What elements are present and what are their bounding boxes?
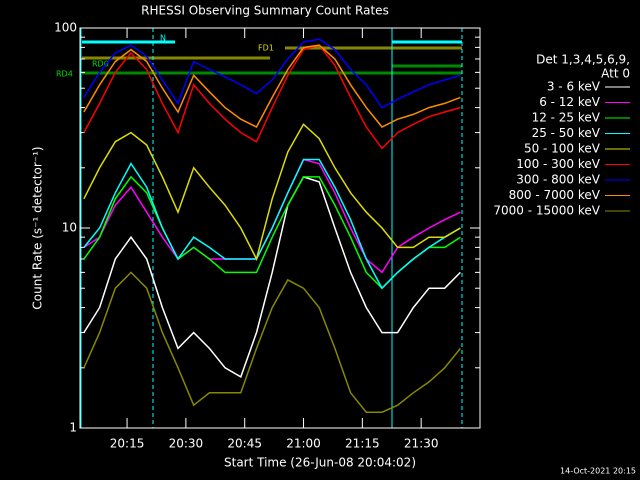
- legend-label: 50 - 100 keV: [524, 142, 601, 156]
- y-tick-label: 1: [69, 421, 77, 435]
- legend-label: 6 - 12 keV: [539, 95, 601, 109]
- series-line: [83, 158, 461, 290]
- y-axis-label: Count Rate (s⁻¹ detector⁻¹): [31, 146, 45, 309]
- legend-label: 12 - 25 keV: [532, 111, 601, 125]
- series-line: [83, 38, 461, 109]
- chart-title: RHESSI Observing Summary Count Rates: [141, 4, 389, 18]
- flag-bars: [80, 28, 463, 428]
- x-tick-label: 21:00: [286, 437, 321, 451]
- flag-label: FD1: [258, 44, 274, 53]
- x-tick-label: 20:45: [227, 437, 262, 451]
- legend-label: 25 - 50 keV: [532, 126, 601, 140]
- flag-label: RD4: [56, 70, 73, 79]
- y-tick-label: 100: [54, 21, 77, 35]
- x-tick-label: 20:30: [169, 437, 204, 451]
- x-tick-label: 20:15: [110, 437, 145, 451]
- series-line: [83, 175, 461, 379]
- timestamp: 14-Oct-2021 20:15: [560, 467, 636, 476]
- series-line: [83, 44, 461, 150]
- legend-label: 7000 - 15000 keV: [493, 204, 600, 218]
- legend-title: Det 1,3,4,5,6,9,: [536, 53, 630, 67]
- legend-label: 100 - 300 keV: [516, 157, 600, 171]
- legend-label: 3 - 6 keV: [547, 80, 601, 94]
- legend-label: 300 - 800 keV: [516, 173, 600, 187]
- flag-label: N: [160, 34, 166, 43]
- flag-label: RD0: [92, 60, 109, 69]
- y-tick-label: 10: [62, 221, 77, 235]
- series-line: [83, 271, 461, 413]
- series-line: [83, 44, 461, 128]
- legend-title: Att 0: [601, 67, 630, 81]
- x-tick-label: 21:30: [404, 437, 439, 451]
- x-tick-label: 21:15: [345, 437, 380, 451]
- legend-label: 800 - 7000 keV: [509, 188, 601, 202]
- series-line: [83, 123, 461, 262]
- x-axis-label: Start Time (26-Jun-08 20:04:02): [224, 456, 416, 470]
